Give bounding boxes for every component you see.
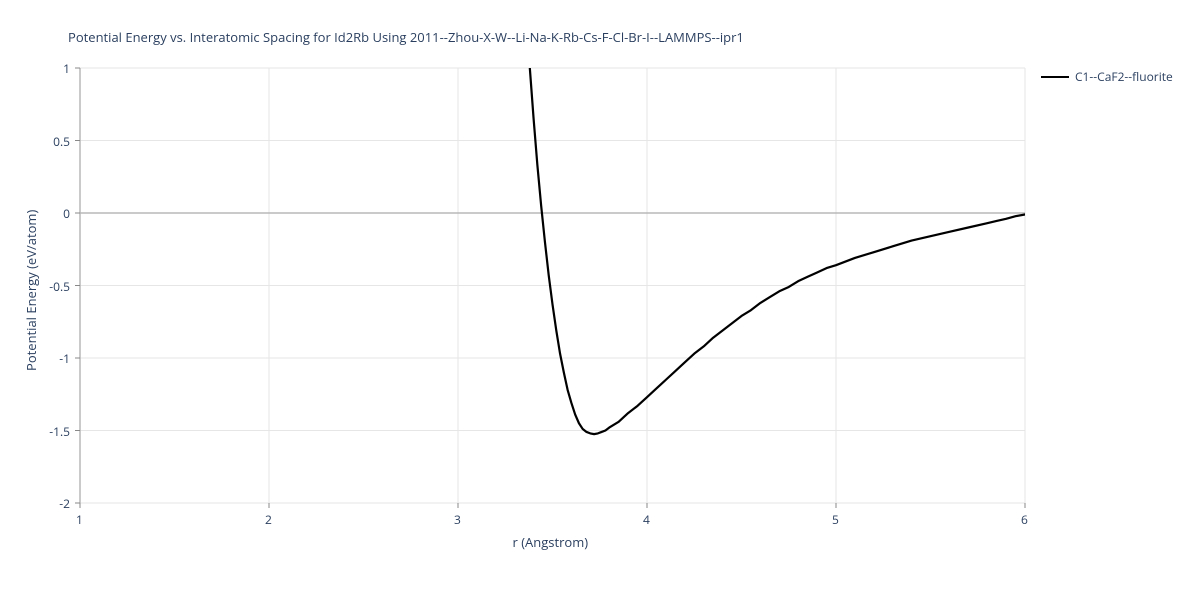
x-tick-label: 3 — [454, 511, 461, 528]
data-series — [530, 68, 1025, 434]
y-tick-label: -1.5 — [49, 423, 70, 440]
y-tick-label: -2 — [59, 495, 70, 512]
y-tick-label: 0 — [63, 205, 70, 222]
y-axis-label: Potential Energy (eV/atom) — [22, 209, 40, 370]
chart-container: Potential Energy vs. Interatomic Spacing… — [0, 0, 1200, 600]
y-tick-label: -0.5 — [49, 278, 70, 295]
plot-svg — [0, 0, 1200, 600]
x-axis-label: r (Angstrom) — [513, 533, 589, 551]
x-tick-label: 1 — [76, 511, 83, 528]
legend-item[interactable]: C1--CaF2--fluorite — [1041, 68, 1173, 85]
y-tick-label: -1 — [59, 350, 70, 367]
y-tick-label: 0.5 — [53, 133, 70, 150]
x-tick-label: 2 — [265, 511, 272, 528]
series-line[interactable] — [530, 68, 1025, 434]
x-tick-label: 4 — [643, 511, 650, 528]
legend-swatch — [1041, 76, 1069, 78]
legend-label: C1--CaF2--fluorite — [1075, 68, 1173, 85]
x-tick-label: 5 — [832, 511, 839, 528]
x-tick-label: 6 — [1021, 511, 1028, 528]
gridlines — [80, 68, 1025, 503]
y-tick-label: 1 — [63, 60, 70, 77]
